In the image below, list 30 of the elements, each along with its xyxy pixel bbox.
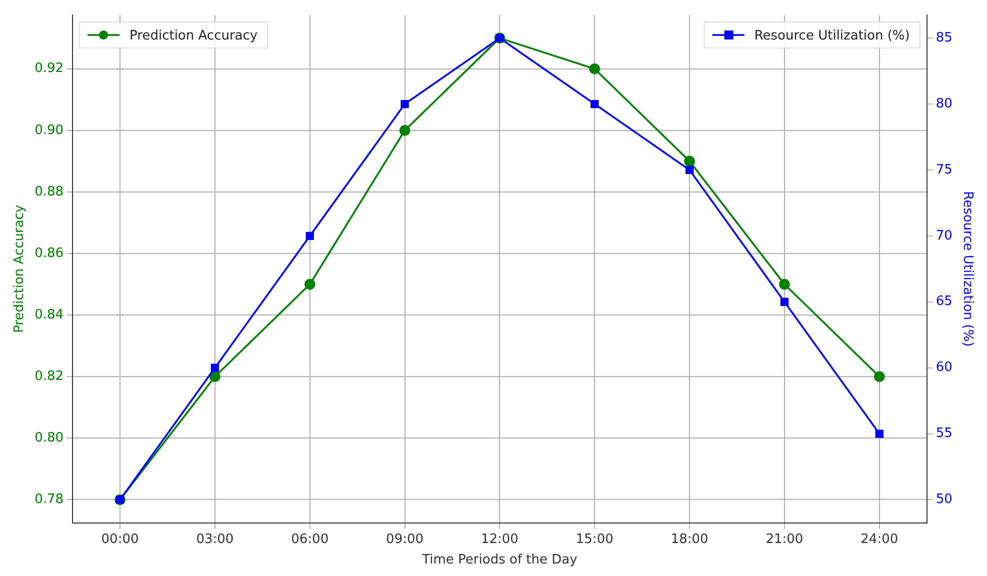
x-tick-label: 24:00 (860, 532, 898, 547)
legend-label: Prediction Accuracy (130, 28, 258, 44)
y-tick-label: 0.90 (34, 122, 64, 138)
y2-tick-label: 70 (936, 228, 952, 244)
y-tick-label: 0.92 (34, 61, 64, 76)
y2-tick-label: 75 (936, 162, 952, 178)
x-tick-label: 00:00 (101, 532, 139, 547)
x-tick-label: 03:00 (196, 532, 234, 547)
y-tick-label: 0.88 (34, 184, 64, 200)
y2-tick-label: 60 (936, 360, 952, 376)
y2-axis-title: Resource Utilization (%) (960, 191, 975, 347)
y-tick-label: 0.84 (34, 307, 64, 322)
x-tick-label: 18:00 (670, 532, 708, 547)
y2-tick-label: 65 (936, 294, 952, 310)
y2-tick-label: 85 (936, 30, 952, 46)
y-tick-label: 0.82 (34, 368, 64, 384)
legend-label: Resource Utilization (%) (754, 28, 910, 44)
y-tick-label: 0.78 (34, 492, 64, 508)
x-tick-label: 06:00 (291, 532, 329, 547)
x-tick-label: 21:00 (766, 532, 804, 547)
x-tick-label: 12:00 (480, 532, 518, 547)
x-tick-label: 15:00 (576, 532, 614, 547)
y2-tick-label: 50 (936, 492, 952, 508)
y-tick-label: 0.80 (34, 430, 64, 446)
x-axis-title: Time Periods of the Day (421, 552, 578, 568)
y2-tick-label: 55 (936, 426, 952, 442)
x-tick-label: 09:00 (386, 532, 424, 547)
y-axis-title: Prediction Accuracy (12, 204, 28, 333)
y2-tick-label: 80 (936, 96, 952, 112)
y-tick-label: 0.86 (34, 246, 64, 261)
